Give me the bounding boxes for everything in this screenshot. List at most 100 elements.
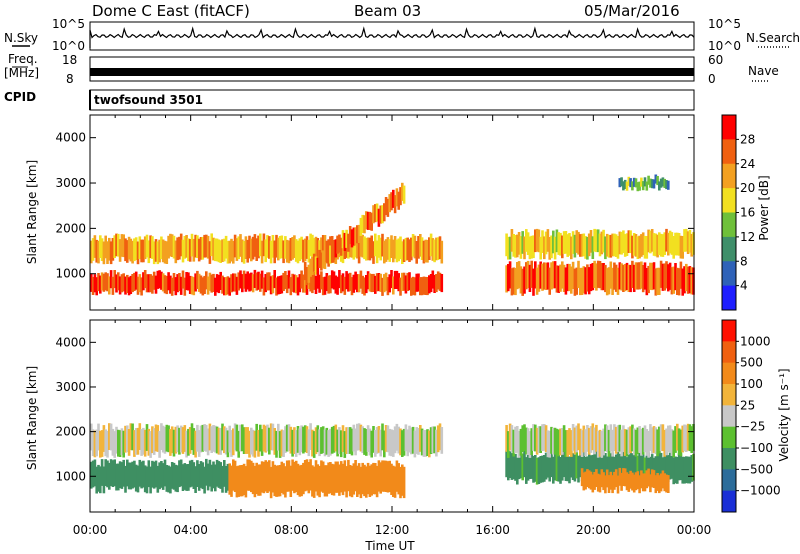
velocity-cell bbox=[582, 425, 586, 453]
velocity-cell bbox=[356, 465, 359, 497]
power-colorbar-swatch bbox=[722, 188, 736, 213]
power-cell bbox=[436, 237, 440, 260]
velocity-cell bbox=[413, 430, 417, 458]
velocity-cell bbox=[183, 425, 187, 452]
velocity-cell bbox=[176, 465, 179, 493]
velocity-cell bbox=[332, 464, 336, 496]
power-cell bbox=[577, 260, 580, 288]
velocity-cell bbox=[117, 463, 120, 491]
velocity-cell bbox=[174, 426, 178, 454]
velocity-cell bbox=[516, 457, 519, 485]
power-cell bbox=[284, 236, 287, 259]
velocity-cell bbox=[614, 454, 618, 482]
power-cell bbox=[404, 237, 408, 261]
power-cell bbox=[638, 262, 641, 290]
velocity-cell bbox=[298, 465, 302, 497]
velocity-cell bbox=[285, 424, 289, 452]
power-cell bbox=[165, 276, 169, 295]
power-cell bbox=[217, 239, 221, 263]
power-colorbar-tick-label: 4 bbox=[740, 279, 748, 293]
velocity-cell bbox=[115, 463, 118, 491]
power-cell bbox=[174, 277, 178, 296]
power-cell bbox=[350, 277, 354, 296]
power-cell bbox=[411, 234, 415, 257]
power-cell bbox=[178, 236, 181, 260]
velocity-cell bbox=[257, 464, 260, 496]
velocity-ytick-label: 2000 bbox=[55, 425, 86, 439]
velocity-cell bbox=[659, 452, 663, 480]
freq-tick-bottom: 8 bbox=[66, 72, 74, 86]
power-cell bbox=[677, 268, 681, 296]
velocity-ylabel: Slant Range [km] bbox=[25, 366, 39, 470]
power-cell bbox=[152, 241, 156, 265]
power-cell bbox=[638, 235, 641, 259]
power-cell bbox=[339, 237, 343, 256]
velocity-cell bbox=[230, 430, 233, 457]
velocity-cell bbox=[640, 470, 643, 489]
velocity-cell bbox=[596, 430, 600, 458]
velocity-cell bbox=[544, 425, 548, 452]
power-cell bbox=[323, 276, 327, 295]
velocity-cell bbox=[543, 424, 546, 451]
velocity-cell bbox=[154, 460, 158, 488]
velocity-cell bbox=[187, 428, 190, 456]
velocity-cell bbox=[641, 453, 645, 481]
power-cell bbox=[368, 237, 372, 261]
velocity-cell bbox=[253, 465, 257, 498]
power-cell bbox=[399, 236, 402, 260]
velocity-cell bbox=[602, 472, 605, 491]
power-cell bbox=[169, 233, 172, 257]
power-cell bbox=[95, 239, 98, 263]
velocity-cell bbox=[352, 424, 356, 452]
power-cell bbox=[379, 273, 382, 292]
velocity-cell bbox=[395, 460, 399, 492]
power-cell bbox=[623, 264, 627, 292]
velocity-cell bbox=[622, 425, 625, 453]
velocity-cell bbox=[133, 460, 136, 488]
velocity-cell bbox=[329, 462, 332, 494]
velocity-cell bbox=[91, 429, 95, 457]
power-cell bbox=[375, 240, 379, 264]
velocity-cell bbox=[109, 423, 113, 451]
velocity-cell bbox=[561, 453, 564, 481]
velocity-cell bbox=[277, 465, 280, 497]
velocity-cell bbox=[250, 460, 253, 493]
power-cell bbox=[550, 262, 553, 290]
velocity-cell bbox=[607, 429, 611, 457]
velocity-cell bbox=[525, 457, 528, 484]
power-cell bbox=[541, 263, 544, 291]
power-cell bbox=[235, 276, 239, 295]
velocity-cell bbox=[620, 472, 623, 491]
power-cell bbox=[330, 270, 334, 289]
velocity-cell bbox=[217, 427, 221, 455]
power-cell bbox=[393, 270, 397, 289]
velocity-cell bbox=[627, 454, 631, 482]
power-cell bbox=[201, 236, 205, 260]
velocity-cell bbox=[169, 429, 172, 456]
power-cell bbox=[167, 235, 170, 259]
velocity-cell bbox=[111, 428, 115, 456]
power-cell bbox=[388, 194, 391, 213]
velocity-cell bbox=[582, 472, 586, 491]
velocity-cell bbox=[303, 460, 307, 492]
power-cell bbox=[586, 264, 589, 292]
power-cell bbox=[97, 273, 100, 292]
velocity-cell bbox=[210, 464, 213, 492]
velocity-cell bbox=[393, 426, 397, 454]
power-cell bbox=[361, 214, 364, 233]
velocity-cell bbox=[634, 453, 638, 481]
velocity-cell bbox=[667, 425, 670, 453]
power-cell bbox=[134, 271, 138, 290]
power-cell bbox=[352, 236, 356, 260]
power-cell bbox=[562, 264, 566, 292]
velocity-cell bbox=[255, 462, 258, 495]
velocity-cell bbox=[658, 450, 661, 478]
velocity-cell bbox=[149, 431, 152, 458]
power-ytick-label: 3000 bbox=[55, 176, 86, 190]
velocity-cell bbox=[345, 427, 348, 454]
power-cell bbox=[390, 192, 393, 211]
velocity-cell bbox=[525, 427, 528, 455]
power-cell bbox=[526, 260, 530, 289]
velocity-cell bbox=[627, 474, 631, 492]
power-cell bbox=[435, 237, 438, 261]
